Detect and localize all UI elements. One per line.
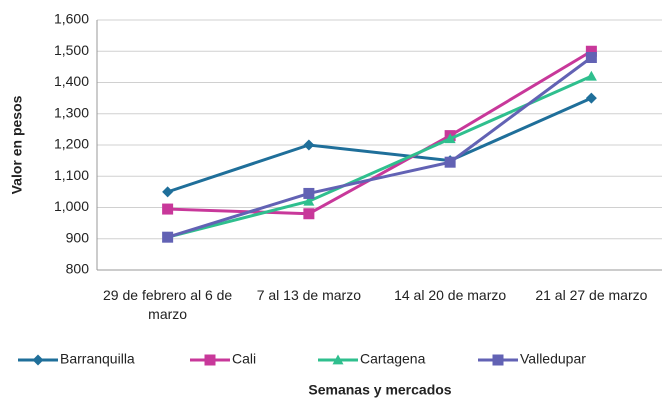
y-tick-label: 1,000: [54, 198, 89, 214]
legend-label: Valledupar: [520, 351, 586, 367]
marker: [303, 208, 315, 220]
y-tick-label: 1,100: [54, 167, 89, 183]
legend-label: Cali: [232, 351, 256, 367]
marker: [492, 354, 504, 366]
marker: [332, 354, 344, 365]
x-tick-label: 21 al 27 de marzo: [535, 287, 648, 303]
y-tick-label: 1,300: [54, 104, 89, 120]
y-tick-label: 800: [66, 261, 90, 277]
marker: [303, 139, 315, 151]
line: [167, 74, 592, 239]
marker: [585, 70, 597, 81]
y-tick-label: 1,600: [54, 11, 89, 27]
marker: [444, 133, 456, 144]
line: [167, 96, 592, 194]
x-tick-label: 29 de febrero al 6 de marzo: [103, 287, 233, 322]
y-tick-label: 1,500: [54, 42, 89, 58]
marker: [585, 52, 597, 63]
marker: [303, 195, 315, 206]
marker: [162, 186, 174, 198]
marker: [162, 203, 174, 215]
line: [167, 56, 593, 239]
x-tick-label: 7 al 13 de marzo: [256, 287, 362, 303]
x-tick-label: 14 al 20 de marzo: [394, 287, 507, 303]
y-axis-title: Valor en pesos: [9, 95, 25, 194]
y-tick-label: 900: [66, 229, 90, 245]
marker: [204, 354, 216, 366]
marker: [585, 45, 597, 57]
line: [167, 49, 593, 216]
legend-label: Barranquilla: [60, 351, 135, 367]
y-tick-label: 1,200: [54, 136, 89, 152]
legend-label: Cartagena: [360, 351, 426, 367]
x-axis-title: Semanas y mercados: [308, 382, 451, 398]
marker: [444, 156, 456, 168]
marker: [303, 187, 315, 199]
marker: [585, 92, 597, 104]
y-tick-label: 1,400: [54, 73, 89, 89]
marker: [162, 231, 174, 243]
marker: [32, 354, 44, 366]
